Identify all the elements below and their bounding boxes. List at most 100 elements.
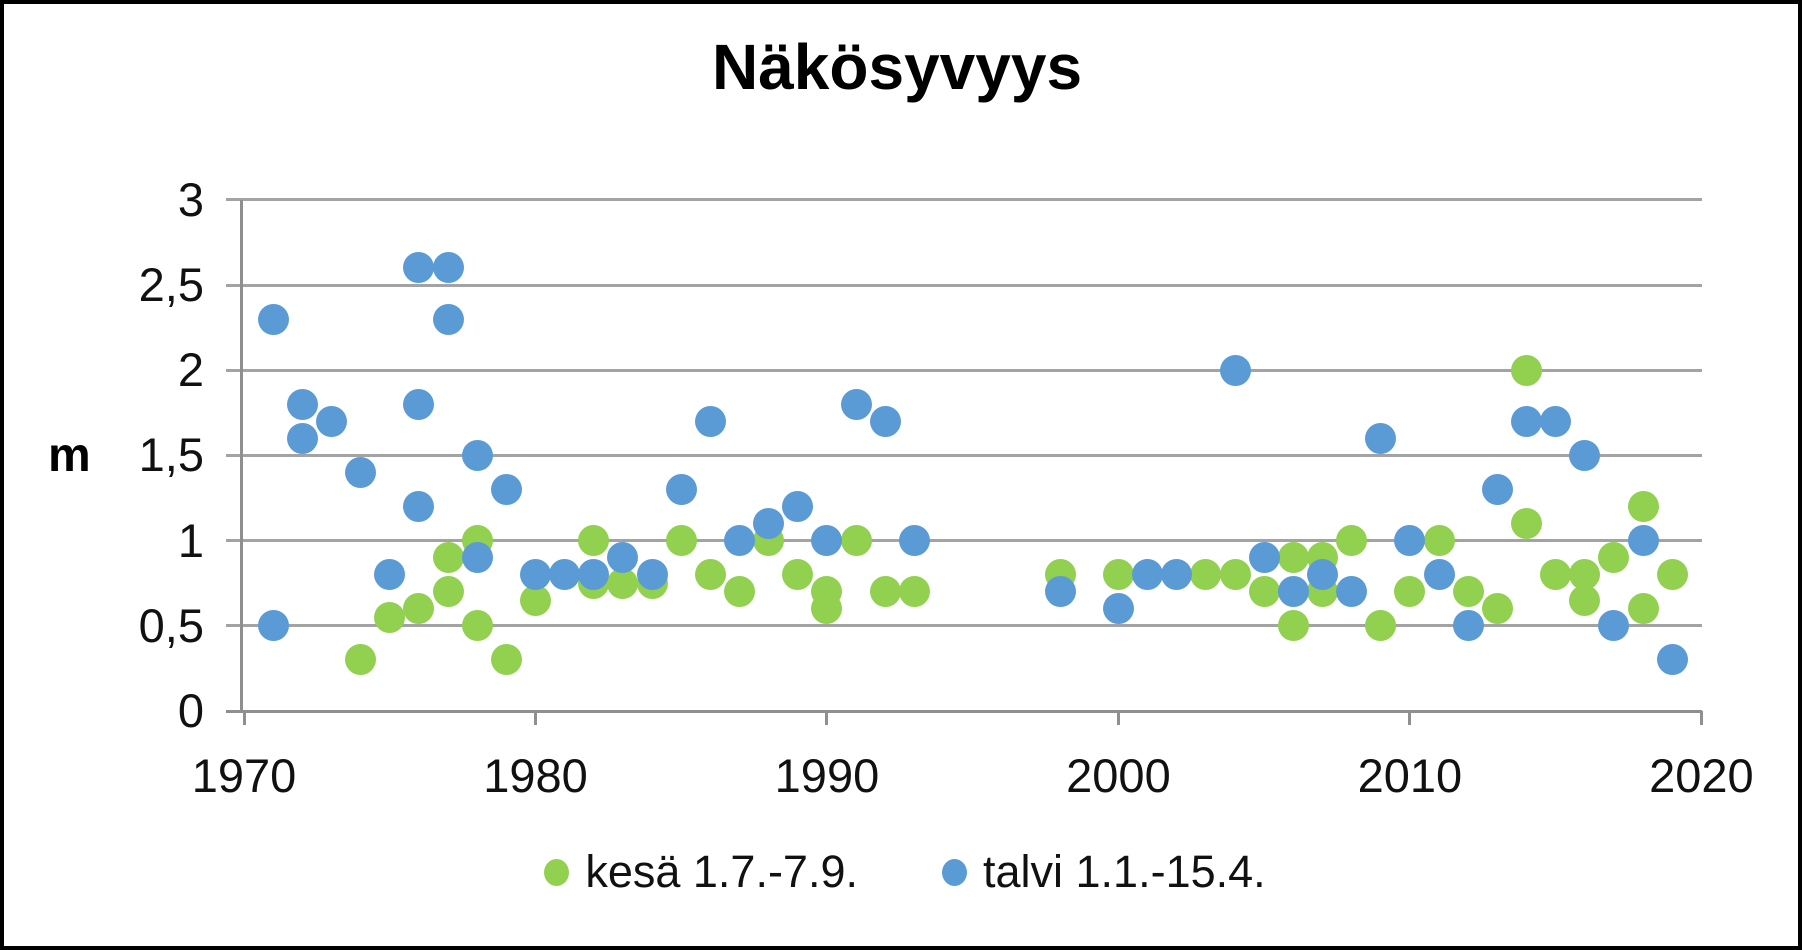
data-point-talvi <box>1336 576 1368 608</box>
data-point-talvi <box>1540 405 1572 437</box>
data-point-kesa <box>1540 559 1572 591</box>
data-point-talvi <box>811 525 843 557</box>
legend: kesä 1.7.-7.9. talvi 1.1.-15.4. <box>4 846 1798 898</box>
gridline-y-3 <box>226 198 1702 202</box>
data-point-kesa <box>898 576 930 608</box>
data-point-talvi <box>1569 439 1601 471</box>
data-point-talvi <box>549 559 581 591</box>
data-point-kesa <box>403 593 435 625</box>
data-point-kesa <box>1481 593 1513 625</box>
data-point-talvi <box>898 525 930 557</box>
data-point-talvi <box>461 542 493 574</box>
data-point-talvi <box>1656 644 1688 676</box>
data-point-talvi <box>1511 405 1542 437</box>
data-point-talvi <box>1365 422 1397 454</box>
data-point-talvi <box>403 388 435 420</box>
data-point-talvi <box>345 456 377 488</box>
data-point-talvi <box>286 388 318 420</box>
data-point-talvi <box>1627 525 1659 557</box>
data-point-talvi <box>724 525 756 557</box>
data-point-talvi <box>1102 593 1134 625</box>
data-point-kesa <box>1219 559 1251 591</box>
data-point-kesa <box>782 559 814 591</box>
data-point-kesa <box>724 576 756 608</box>
x-tick-1990 <box>825 711 829 725</box>
data-point-kesa <box>1394 576 1426 608</box>
data-point-kesa <box>578 525 610 557</box>
data-point-talvi <box>315 405 347 437</box>
data-point-talvi <box>1598 610 1630 642</box>
data-point-talvi <box>519 559 551 591</box>
data-point-kesa <box>694 559 726 591</box>
data-point-kesa <box>1511 354 1542 386</box>
data-point-talvi <box>607 542 639 574</box>
data-point-kesa <box>1627 593 1659 625</box>
x-tick-label: 2010 <box>1357 749 1463 802</box>
data-point-kesa <box>345 644 377 676</box>
data-point-talvi <box>1132 559 1164 591</box>
y-axis-unit-label: m <box>48 429 91 482</box>
data-point-talvi <box>1423 559 1455 591</box>
gridline-y-0,5 <box>226 624 1702 628</box>
x-tick-label: 1990 <box>774 749 880 802</box>
data-point-talvi <box>374 559 406 591</box>
kesa-series-dot-icon <box>544 858 570 886</box>
y-tick-label: 2,5 <box>138 258 204 311</box>
y-tick-label: 1 <box>177 513 204 567</box>
legend-item-talvi: talvi 1.1.-15.4. <box>942 846 1266 898</box>
x-tick-label: 1980 <box>483 749 588 802</box>
data-point-talvi <box>1394 525 1426 557</box>
data-point-talvi <box>432 303 464 335</box>
data-point-kesa <box>1277 610 1309 642</box>
data-point-kesa <box>840 525 872 557</box>
data-point-talvi <box>1219 354 1251 386</box>
data-point-talvi <box>782 491 814 523</box>
data-point-talvi <box>1277 576 1309 608</box>
data-point-talvi <box>1248 542 1280 574</box>
talvi-series-dot-icon <box>942 858 967 886</box>
data-point-kesa <box>1656 559 1688 591</box>
data-point-talvi <box>636 559 668 591</box>
gridline-y-2 <box>226 368 1702 372</box>
data-point-kesa <box>1452 576 1484 608</box>
chart-title: Näkösyvyys <box>711 31 1083 103</box>
x-axis-line <box>226 709 1702 713</box>
x-tick-1970 <box>242 711 246 725</box>
data-point-talvi <box>1452 610 1484 642</box>
data-point-kesa <box>665 525 697 557</box>
y-tick-label: 1,5 <box>138 428 204 482</box>
data-point-talvi <box>1481 473 1513 505</box>
data-point-talvi <box>461 439 493 471</box>
data-point-talvi <box>753 508 785 540</box>
data-point-kesa <box>1336 525 1368 557</box>
x-tick-label: 2020 <box>1649 749 1754 802</box>
gridline-y-1 <box>226 539 1702 543</box>
data-point-kesa <box>490 644 522 676</box>
x-tick-2000 <box>1116 711 1120 725</box>
x-tick-label: 1970 <box>191 749 297 802</box>
gridline-y-1,5 <box>226 453 1702 457</box>
data-point-kesa <box>1277 542 1309 574</box>
data-point-talvi <box>286 422 318 454</box>
data-point-talvi <box>869 405 901 437</box>
y-axis-line <box>240 199 243 711</box>
data-point-kesa <box>461 610 493 642</box>
y-tick-label: 0,5 <box>138 598 204 652</box>
data-point-kesa <box>374 601 406 633</box>
data-point-talvi <box>694 405 726 437</box>
x-tick-1980 <box>533 711 537 725</box>
data-point-kesa <box>1598 542 1630 574</box>
data-point-kesa <box>869 576 901 608</box>
data-point-talvi <box>1306 559 1338 591</box>
data-point-kesa <box>1627 491 1659 523</box>
data-point-talvi <box>403 491 435 523</box>
y-tick-label: 3 <box>177 172 204 226</box>
data-point-talvi <box>403 252 435 284</box>
data-point-kesa <box>1569 559 1601 591</box>
data-point-talvi <box>1161 559 1193 591</box>
data-point-talvi <box>665 473 697 505</box>
data-point-kesa <box>811 576 843 608</box>
data-point-kesa <box>1102 559 1134 591</box>
data-point-talvi <box>840 388 872 420</box>
